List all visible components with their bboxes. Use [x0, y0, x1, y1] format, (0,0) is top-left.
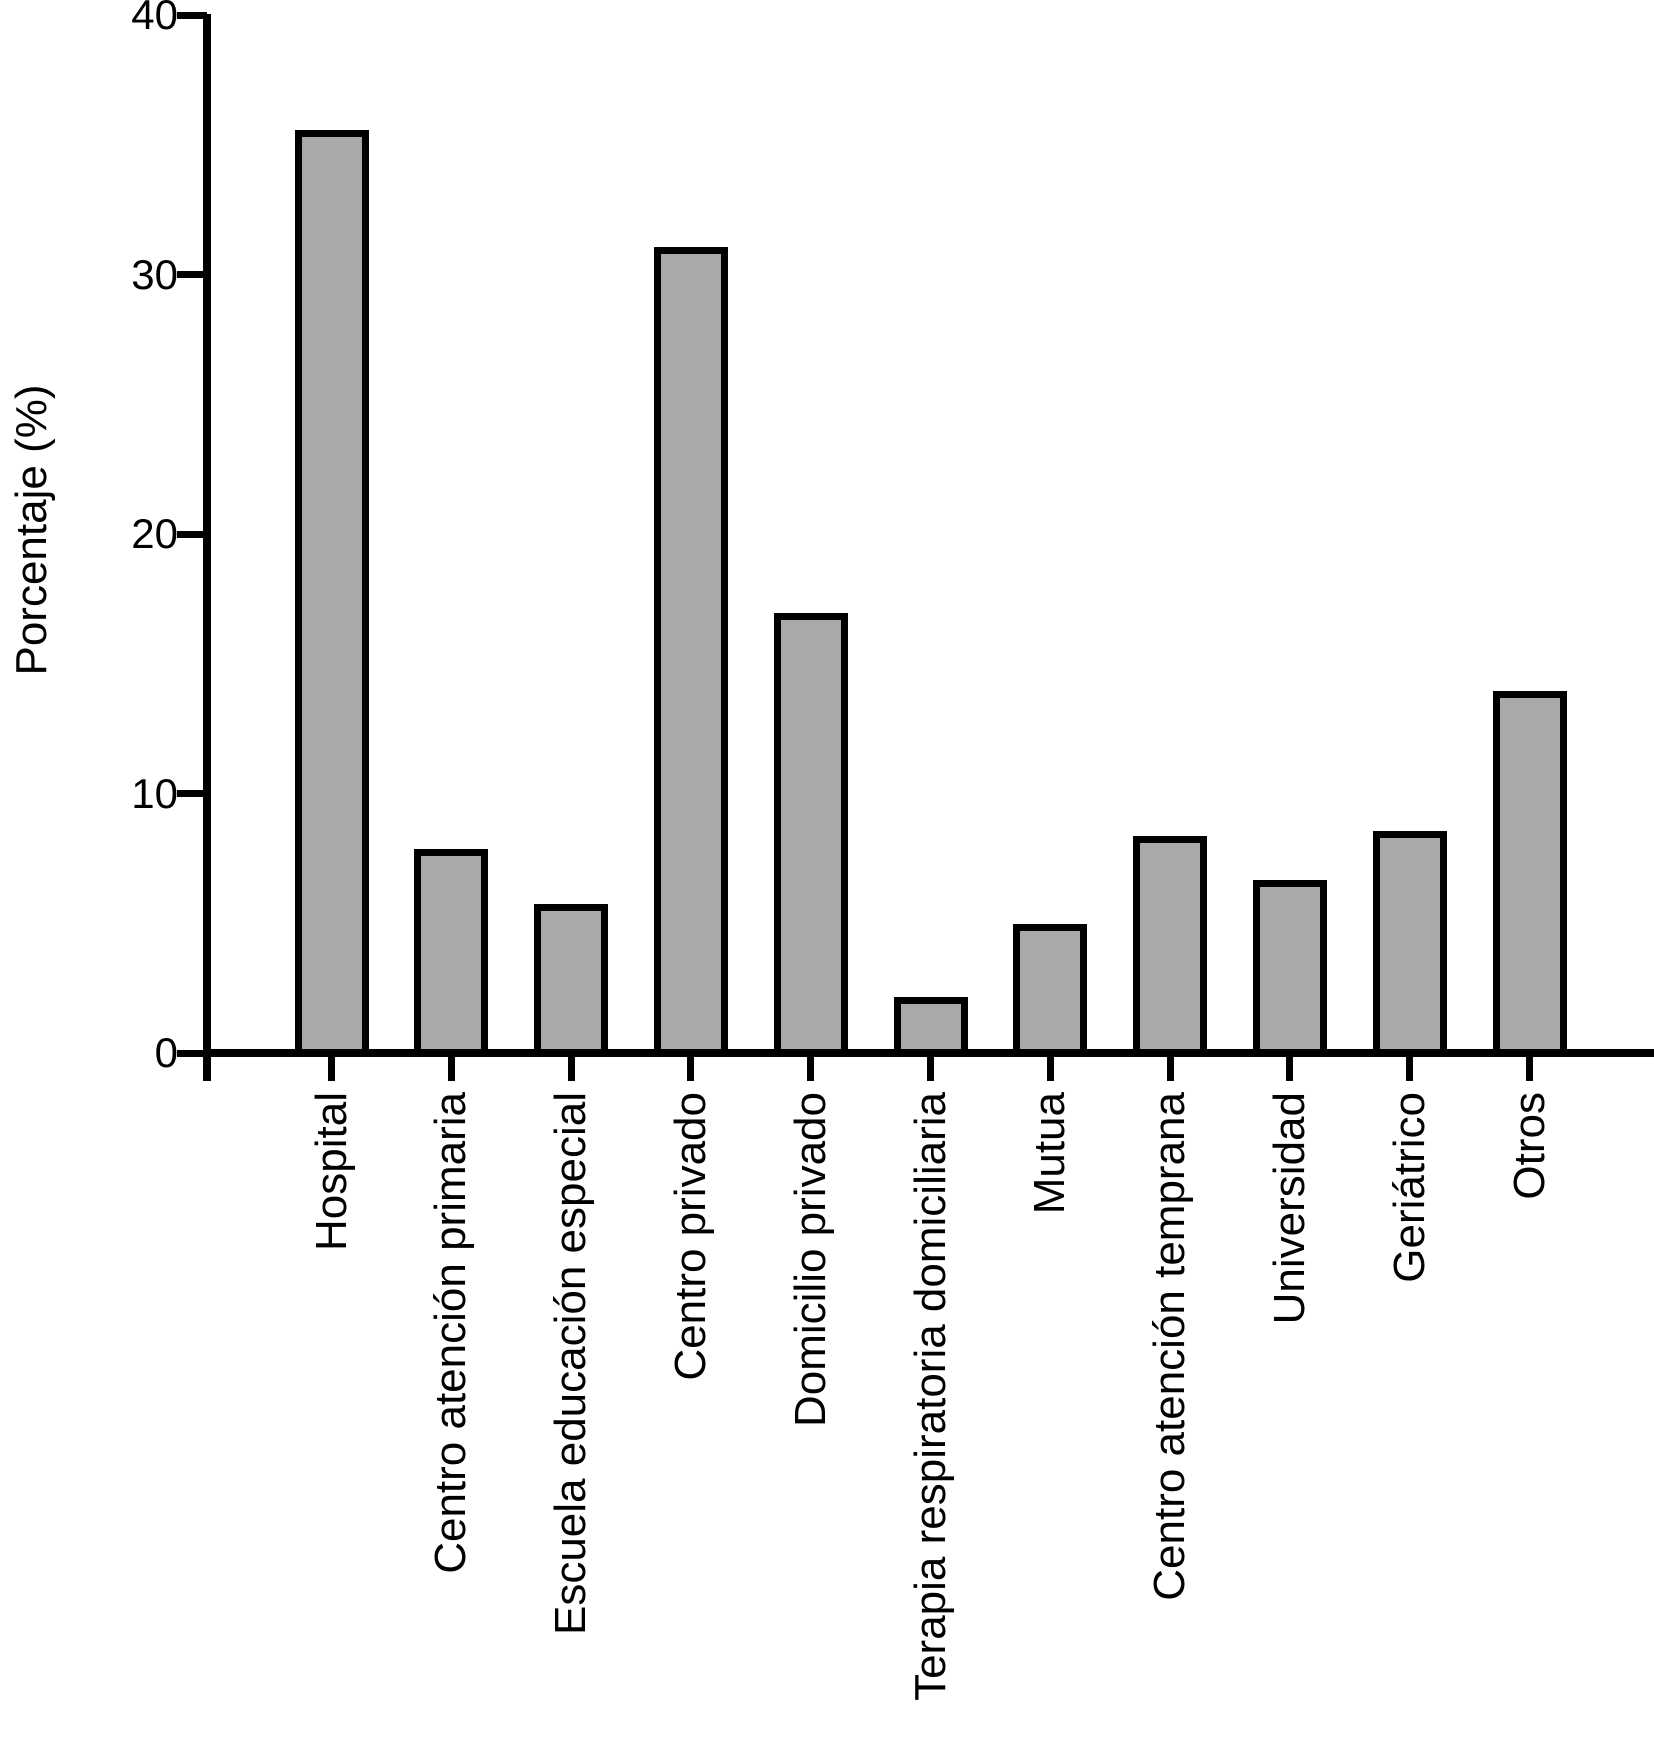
- x-label-hospital: Hospital: [307, 1092, 356, 1251]
- x-tick-centro-atencion-temprana: [1167, 1057, 1174, 1081]
- bar-escuela-educacion-especial: [534, 904, 608, 1049]
- x-label-centro-atencion-temprana: Centro atención temprana: [1145, 1092, 1194, 1601]
- y-tick-30: [177, 271, 207, 278]
- x-tick-geriatrico: [1406, 1057, 1413, 1081]
- x-tick-universidad: [1286, 1057, 1293, 1081]
- x-tick-otros: [1526, 1057, 1533, 1081]
- bar-terapia-respiratoria-domiciliaria: [894, 997, 968, 1049]
- y-tick-label-40: 40: [131, 0, 178, 38]
- x-tick-terapia-respiratoria-domiciliaria: [927, 1057, 934, 1081]
- bar-hospital: [295, 130, 369, 1049]
- x-axis-line: [203, 1049, 1654, 1057]
- bar-centro-atencion-temprana: [1133, 836, 1207, 1049]
- y-tick-40: [177, 12, 207, 19]
- x-tick-hospital: [328, 1057, 335, 1081]
- x-label-geriatrico: Geriátrico: [1385, 1092, 1434, 1283]
- y-tick-label-20: 20: [131, 510, 178, 557]
- x-label-centro-atencion-primaria: Centro atención primaria: [426, 1092, 475, 1574]
- y-tick-10: [177, 790, 207, 797]
- x-tick-domicilio-privado: [807, 1057, 814, 1081]
- y-tick-20: [177, 531, 207, 538]
- x-label-universidad: Universidad: [1265, 1092, 1314, 1325]
- x-label-otros: Otros: [1505, 1092, 1554, 1200]
- x-label-centro-privado: Centro privado: [666, 1092, 715, 1381]
- y-tick-0: [177, 1050, 207, 1057]
- y-tick-label-30: 30: [131, 251, 178, 298]
- bar-centro-privado: [654, 247, 728, 1049]
- bar-mutua: [1013, 924, 1087, 1049]
- x-label-escuela-educacion-especial: Escuela educación especial: [546, 1092, 595, 1636]
- bar-centro-atencion-primaria: [414, 849, 488, 1049]
- bar-geriatrico: [1373, 831, 1447, 1049]
- x-label-terapia-respiratoria-domiciliaria: Terapia respiratoria domiciliaria: [906, 1092, 955, 1701]
- bar-otros: [1493, 691, 1567, 1049]
- y-tick-label-10: 10: [131, 770, 178, 817]
- y-axis-line: [203, 14, 211, 1081]
- x-tick-escuela-educacion-especial: [568, 1057, 575, 1081]
- x-label-mutua: Mutua: [1025, 1092, 1074, 1215]
- x-tick-mutua: [1047, 1057, 1054, 1081]
- bar-domicilio-privado: [774, 613, 848, 1049]
- x-tick-centro-privado: [687, 1057, 694, 1081]
- bar-universidad: [1253, 880, 1327, 1049]
- y-tick-label-0: 0: [154, 1029, 178, 1076]
- x-tick-centro-atencion-primaria: [448, 1057, 455, 1081]
- x-label-domicilio-privado: Domicilio privado: [786, 1092, 835, 1428]
